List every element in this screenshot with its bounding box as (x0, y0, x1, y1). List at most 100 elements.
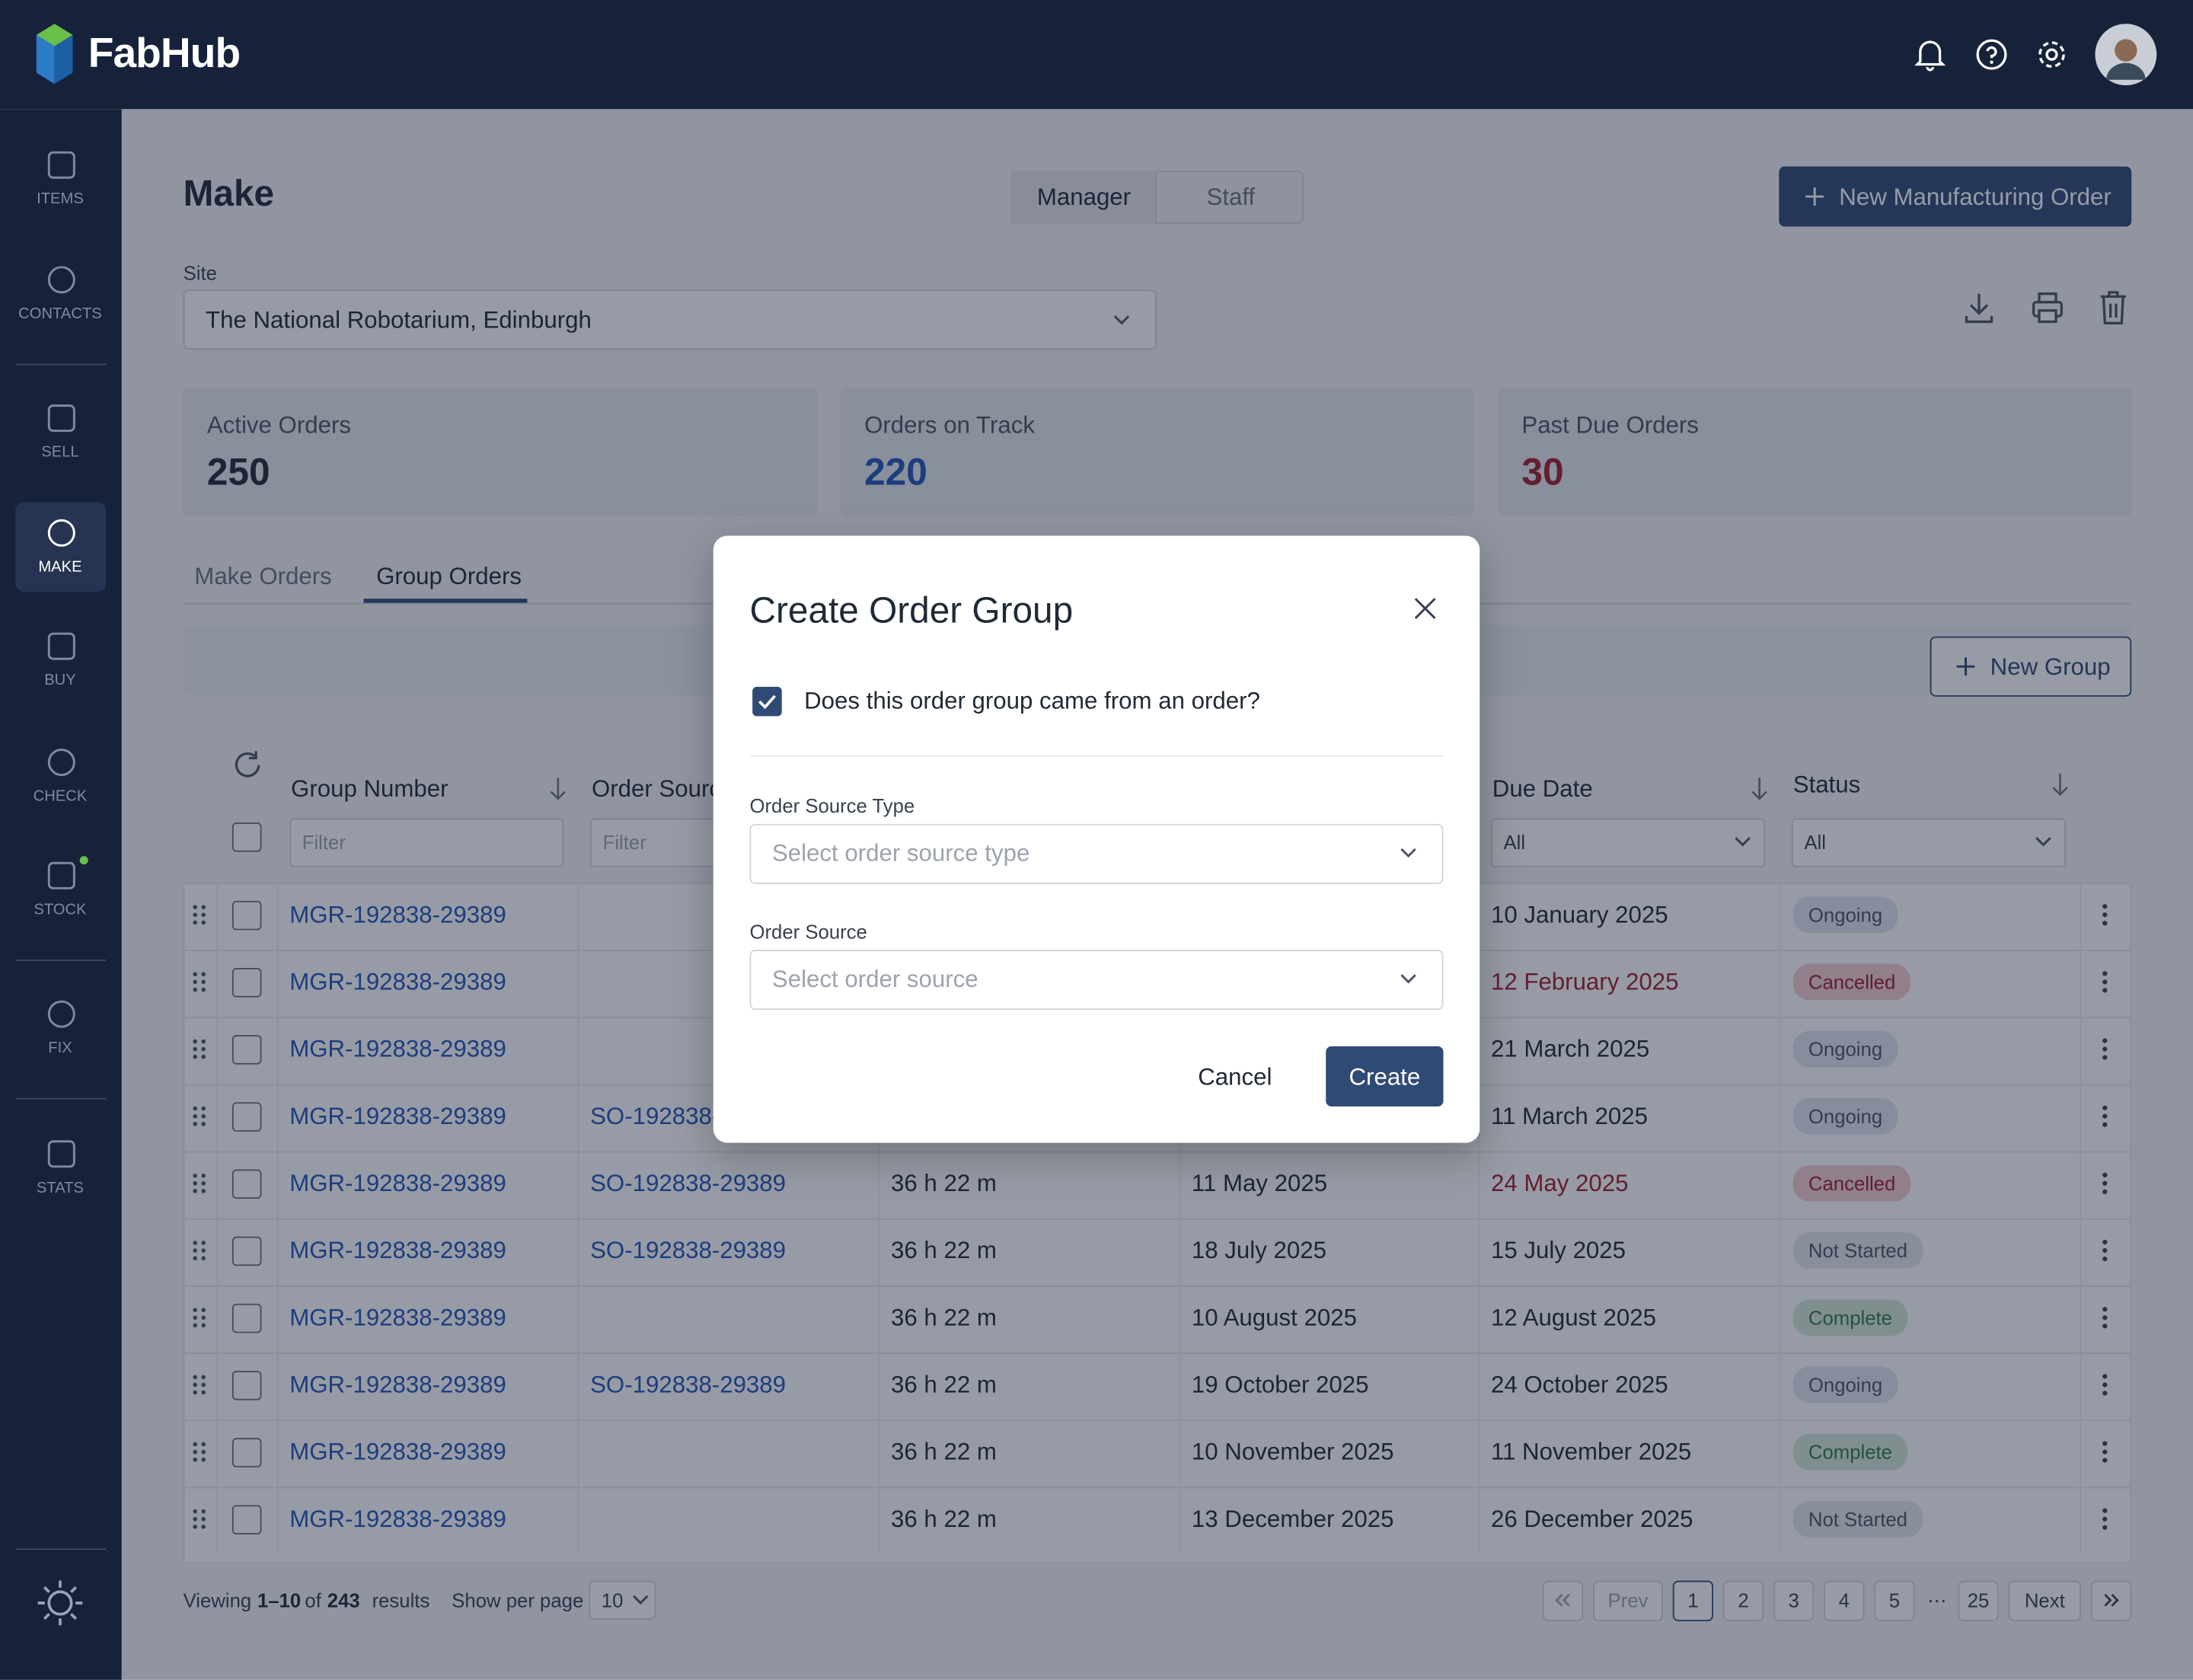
page-button-label[interactable]: 1 (1687, 1589, 1699, 1611)
page-button[interactable] (1824, 1580, 1865, 1621)
filter-value[interactable]: All (1503, 831, 1526, 854)
row-checkbox[interactable] (231, 968, 262, 998)
page-button-label[interactable]: 5 (1888, 1589, 1901, 1611)
print-icon[interactable] (2031, 291, 2064, 324)
sidebar-icon[interactable] (46, 150, 77, 180)
next-button-label[interactable]: Next (2024, 1589, 2065, 1611)
order-link[interactable]: MGR-192838-29389 (289, 1439, 506, 1465)
sidebar-label[interactable]: SELL (41, 444, 79, 462)
sidebar-label[interactable]: BUY (44, 672, 76, 689)
first-page-button[interactable] (1542, 1580, 1584, 1621)
page-button[interactable] (1874, 1580, 1915, 1621)
create-label[interactable]: Create (1349, 1063, 1421, 1091)
row-menu[interactable] (2102, 1105, 2108, 1127)
drag-handle[interactable] (193, 1241, 206, 1260)
sort-icon[interactable] (1751, 778, 1768, 800)
header-checkbox[interactable] (231, 822, 262, 852)
drag-handle[interactable] (193, 905, 206, 925)
column-header[interactable]: Order Source (591, 775, 735, 803)
row-checkbox[interactable] (231, 1236, 262, 1266)
sidebar-label[interactable]: STOCK (34, 901, 87, 918)
last-page-icon[interactable] (2102, 1593, 2121, 1607)
next-button[interactable] (2008, 1580, 2082, 1621)
view-toggle-label[interactable]: Manager (1036, 184, 1132, 211)
drag-handle[interactable] (193, 1442, 206, 1462)
row-menu[interactable] (2102, 1038, 2108, 1060)
cancel-button[interactable] (1174, 1046, 1295, 1107)
order-link[interactable]: MGR-192838-29389 (289, 1237, 506, 1264)
sidebar-label[interactable]: ITEMS (37, 190, 84, 208)
column-header[interactable]: Group Number (291, 775, 448, 803)
filter-placeholder[interactable]: Filter (302, 831, 346, 854)
site-value[interactable]: The National Robotarium, Edinburgh (206, 307, 592, 334)
page-button-label[interactable]: 25 (1967, 1589, 1990, 1611)
order-link[interactable]: MGR-192838-29389 (289, 1371, 506, 1398)
page-button[interactable] (1958, 1580, 1999, 1621)
sidebar-icon[interactable] (46, 264, 77, 295)
row-menu[interactable] (2102, 1508, 2108, 1530)
new-order-button[interactable] (1779, 166, 2132, 227)
sidebar-icon[interactable] (46, 998, 77, 1029)
order-source-select[interactable] (749, 823, 1444, 884)
settings-icon[interactable] (2036, 39, 2067, 69)
sidebar-icon[interactable] (46, 518, 77, 548)
page-button[interactable] (1672, 1580, 1714, 1621)
row-checkbox[interactable] (231, 1371, 262, 1401)
order-link[interactable]: MGR-192838-29389 (289, 968, 506, 995)
drag-handle[interactable] (193, 1509, 206, 1529)
close-icon[interactable] (1414, 597, 1436, 619)
row-checkbox[interactable] (231, 1505, 262, 1535)
prev-button[interactable] (1593, 1580, 1663, 1621)
refresh-icon[interactable] (232, 749, 263, 780)
row-checkbox[interactable] (231, 900, 262, 931)
page-button-label[interactable]: 3 (1788, 1589, 1799, 1611)
row-menu[interactable] (2102, 1374, 2108, 1396)
notifications-icon[interactable] (1914, 39, 1946, 72)
sort-icon[interactable] (550, 778, 567, 800)
order-link[interactable]: SO-192838-29389 (590, 1170, 787, 1197)
sidebar-icon[interactable] (46, 631, 77, 661)
create-button[interactable] (1326, 1046, 1444, 1107)
order-link[interactable]: MGR-192838-29389 (289, 1304, 506, 1331)
sidebar-icon[interactable] (46, 861, 77, 891)
sidebar-icon[interactable] (46, 1139, 77, 1169)
download-icon[interactable] (1964, 291, 1994, 324)
page-button-label[interactable]: 2 (1738, 1589, 1749, 1611)
select-placeholder[interactable]: Select order source (771, 966, 978, 993)
row-menu[interactable] (2102, 1239, 2108, 1262)
drag-handle[interactable] (193, 1308, 206, 1328)
filter-input[interactable] (289, 818, 564, 867)
view-toggle-label[interactable]: Staff (1206, 184, 1256, 211)
sidebar-label[interactable]: MAKE (38, 558, 82, 576)
new-order-label[interactable]: New Manufacturing Order (1839, 184, 2112, 211)
sidebar-label[interactable]: CHECK (33, 788, 88, 806)
user-avatar[interactable] (2095, 24, 2157, 86)
page-button[interactable] (1773, 1580, 1815, 1621)
tab[interactable]: Group Orders (376, 563, 522, 590)
drag-handle[interactable] (193, 1174, 206, 1193)
order-link[interactable]: MGR-192838-29389 (289, 1103, 506, 1130)
order-link[interactable]: SO-192838-29389 (590, 1371, 787, 1398)
prev-button-label[interactable]: Prev (1607, 1589, 1649, 1611)
tab[interactable]: Make Orders (194, 563, 332, 590)
theme-toggle[interactable] (37, 1579, 84, 1627)
plus-icon[interactable] (1956, 657, 1975, 676)
drag-handle[interactable] (193, 972, 206, 992)
first-page-icon[interactable] (1554, 1593, 1572, 1607)
sort-icon[interactable] (2051, 773, 2068, 797)
checkbox-label[interactable]: Does this order group came from an order… (804, 687, 1260, 714)
row-menu[interactable] (2102, 904, 2108, 926)
help-icon[interactable] (1976, 39, 2007, 70)
row-checkbox[interactable] (231, 1169, 262, 1199)
row-menu[interactable] (2102, 971, 2108, 993)
order-source-select[interactable] (749, 950, 1444, 1011)
sidebar-label[interactable]: FIX (48, 1040, 72, 1057)
filter-select[interactable] (1490, 818, 1765, 867)
order-link[interactable]: MGR-192838-29389 (289, 901, 506, 928)
select-placeholder[interactable]: Select order source type (771, 839, 1030, 867)
row-checkbox[interactable] (231, 1102, 262, 1132)
order-link[interactable]: SO-192838-29389 (590, 1237, 787, 1264)
drag-handle[interactable] (193, 1106, 206, 1126)
cancel-label[interactable]: Cancel (1198, 1063, 1272, 1091)
column-header[interactable]: Status (1792, 771, 1861, 798)
